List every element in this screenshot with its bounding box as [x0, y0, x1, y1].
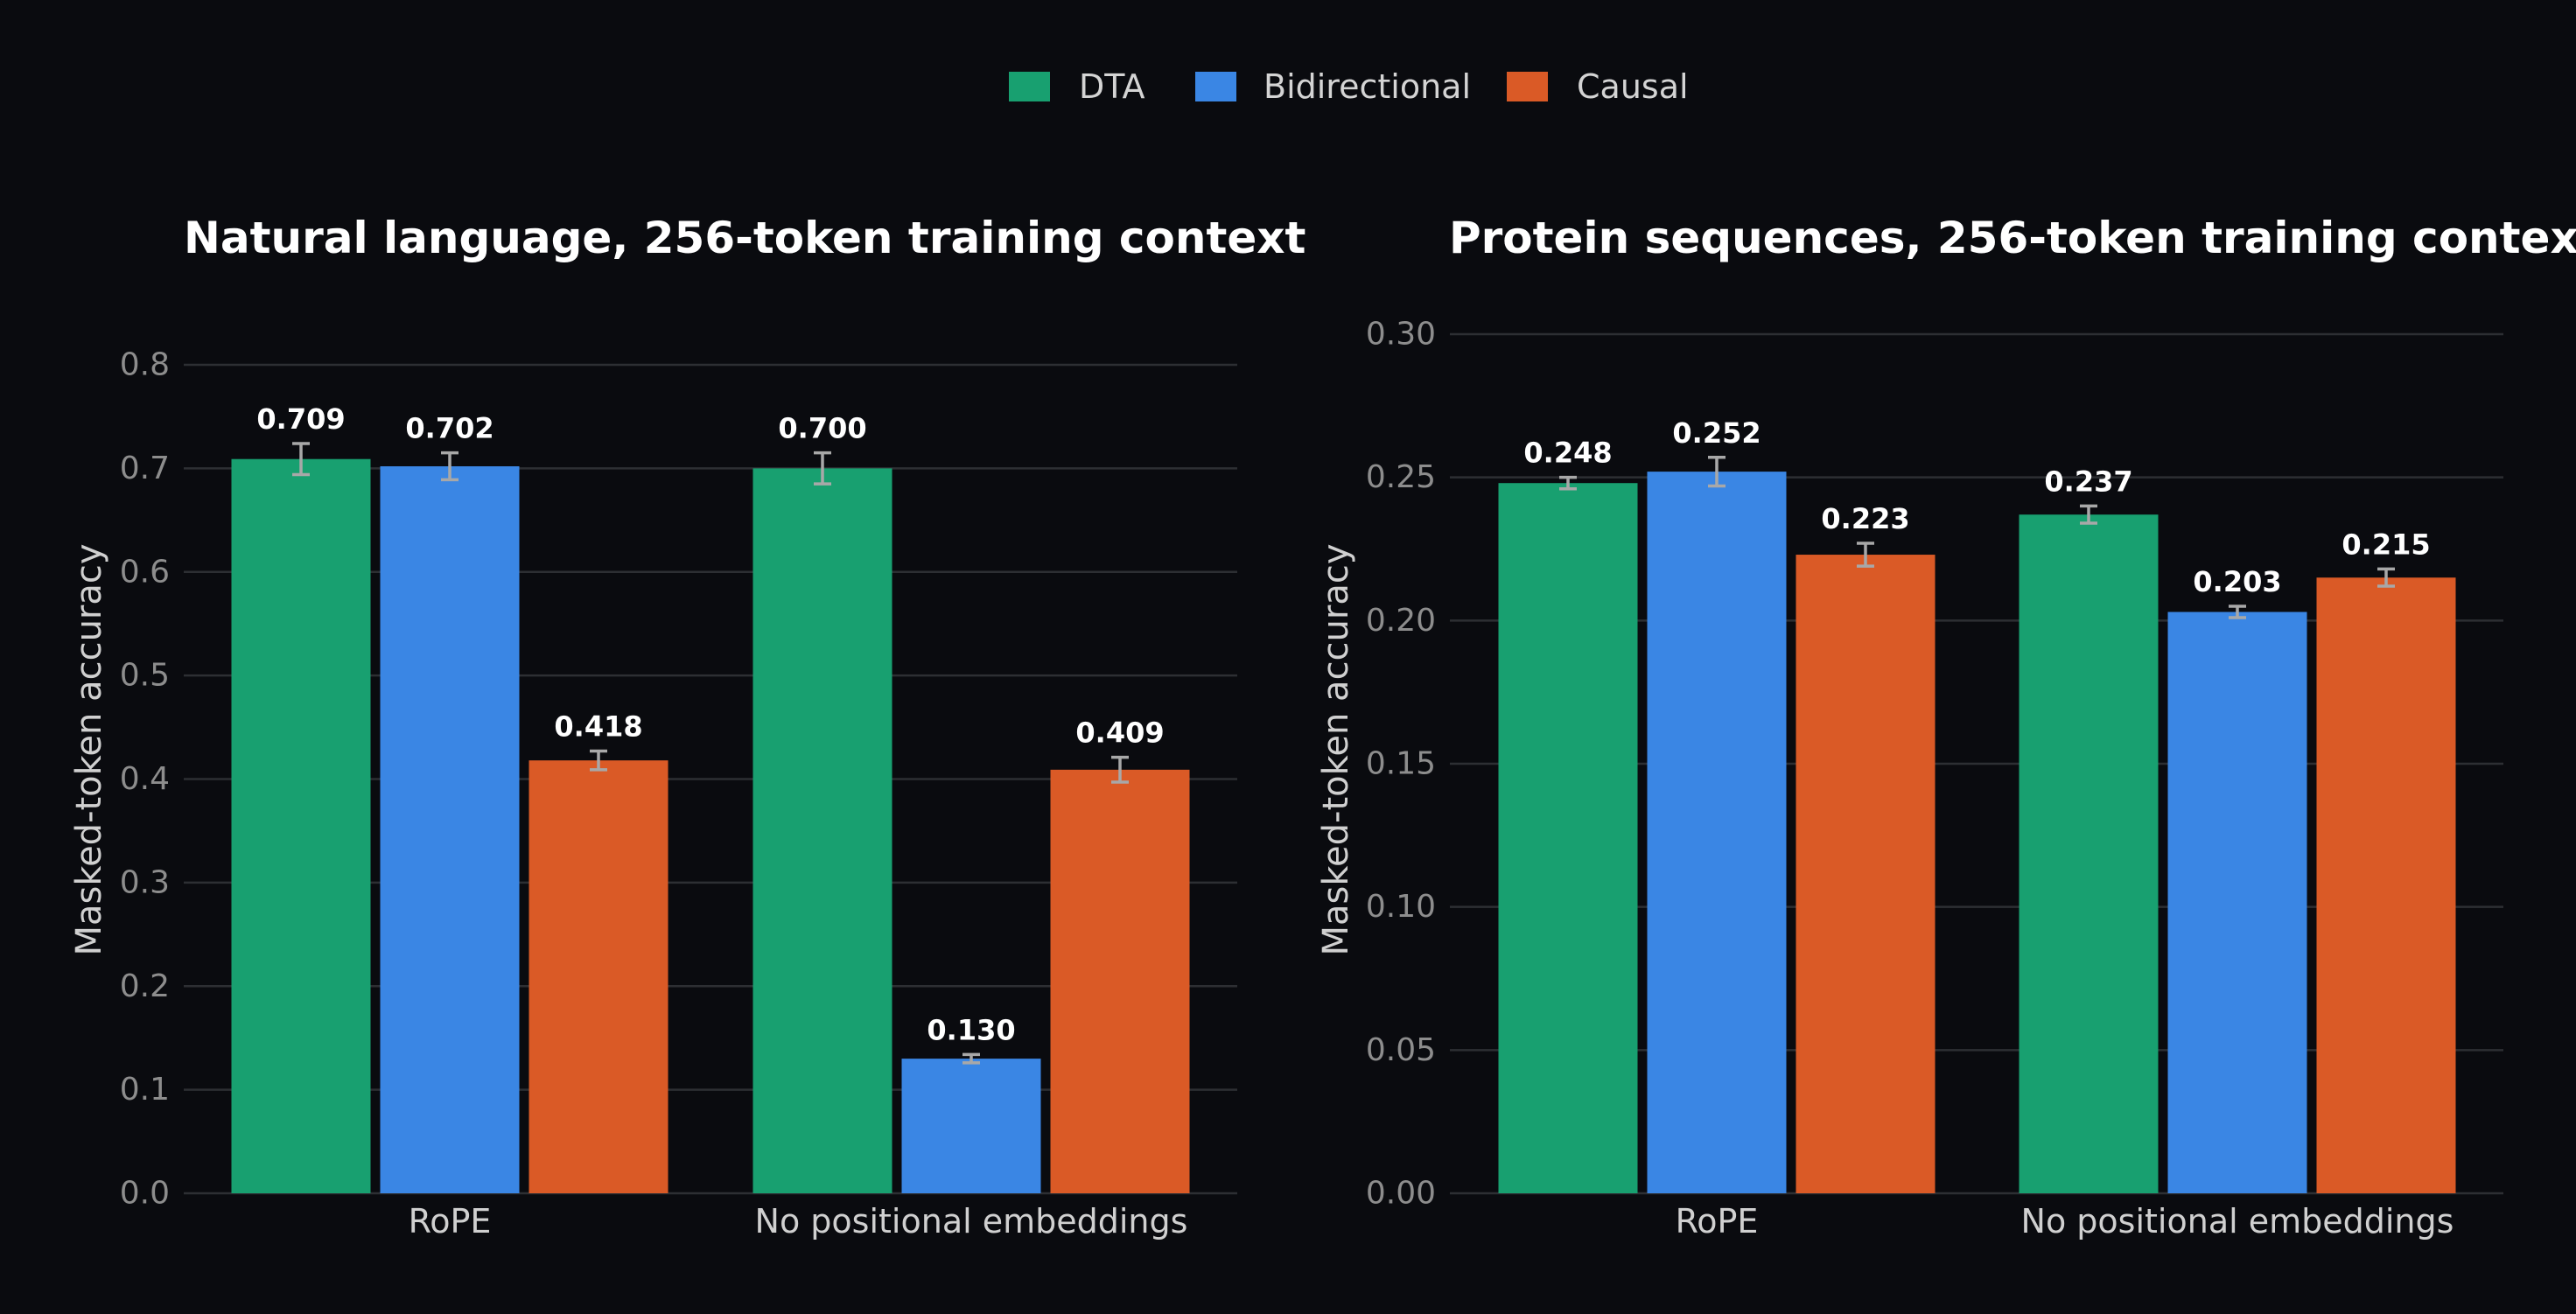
- bar-causal-2: [1050, 769, 1190, 1193]
- x-tick-label: No positional embeddings: [2021, 1202, 2454, 1241]
- bar-causal-1: [1796, 555, 1936, 1193]
- bar-bidirectional-1: [1647, 472, 1787, 1193]
- error-bar: [1857, 542, 1874, 568]
- y-tick-label: 0.15: [1366, 746, 1436, 782]
- y-tick-label: 0.05: [1366, 1032, 1436, 1068]
- bar-dta-2: [2019, 514, 2159, 1193]
- bar-bidirectional-2: [901, 1059, 1041, 1193]
- y-tick-label: 0.4: [120, 761, 170, 797]
- y-tick-label: 0.20: [1366, 603, 1436, 639]
- chart-title: Natural language, 256-token training con…: [184, 213, 1306, 263]
- error-bar: [1111, 755, 1129, 784]
- data-label: 0.409: [1075, 716, 1164, 750]
- y-tick-label: 0.30: [1366, 317, 1436, 353]
- y-tick-label: 0.7: [120, 451, 170, 486]
- legend-swatch-causal: [1507, 72, 1548, 101]
- y-tick-label: 0.10: [1366, 889, 1436, 925]
- y-tick-label: 0.2: [120, 968, 170, 1004]
- y-tick-label: 0.6: [120, 554, 170, 590]
- legend-label-causal: Causal: [1577, 67, 1689, 106]
- bar-causal-1: [528, 760, 668, 1193]
- data-label: 0.252: [1672, 416, 1760, 450]
- data-label: 0.215: [2342, 528, 2430, 561]
- y-tick-label: 0.00: [1366, 1176, 1436, 1212]
- legend-swatch-dta: [1009, 72, 1050, 101]
- data-label: 0.223: [1821, 502, 1909, 535]
- x-tick-label: RoPE: [409, 1202, 492, 1241]
- error-bar: [1708, 456, 1726, 488]
- y-tick-label: 0.5: [120, 658, 170, 694]
- bar-causal-2: [2316, 577, 2456, 1193]
- y-tick-label: 0.8: [120, 347, 170, 383]
- data-label: 0.700: [778, 412, 866, 445]
- x-tick-label: No positional embeddings: [755, 1202, 1188, 1241]
- error-bar: [292, 442, 310, 477]
- error-bar: [2080, 504, 2097, 525]
- x-tick-label: RoPE: [1676, 1202, 1759, 1241]
- bar-dta-1: [1498, 483, 1638, 1193]
- error-bar: [814, 451, 831, 486]
- error-bar: [590, 749, 607, 772]
- error-bar: [2377, 567, 2395, 588]
- chart-title: Protein sequences, 256-token training co…: [1449, 213, 2576, 263]
- error-bar: [1559, 475, 1577, 491]
- y-tick-label: 0.3: [120, 864, 170, 900]
- data-label: 0.130: [927, 1013, 1015, 1046]
- legend-swatch-bidirectional: [1195, 72, 1236, 101]
- error-bar: [441, 451, 458, 482]
- data-label: 0.237: [2044, 465, 2132, 498]
- bar-bidirectional-2: [2167, 612, 2307, 1193]
- data-label: 0.203: [2193, 565, 2281, 598]
- data-label: 0.702: [405, 412, 494, 445]
- chart-panel-2: 0.00 0.05 0.10 0.15 0.20 0.25 0.30 Protein sequ…: [1316, 213, 2576, 1241]
- bar-bidirectional-1: [380, 466, 520, 1193]
- data-label: 0.709: [256, 402, 345, 436]
- bar-dta-2: [752, 468, 892, 1193]
- y-tick-label: 0.25: [1366, 459, 1436, 495]
- y-axis-label: Masked-token accuracy: [69, 543, 109, 955]
- legend-label-bidirectional: Bidirectional: [1264, 67, 1471, 106]
- data-label: 0.248: [1523, 437, 1612, 470]
- error-bar: [962, 1052, 980, 1065]
- y-tick-label: 0.0: [120, 1176, 170, 1212]
- bar-dta-1: [231, 458, 371, 1193]
- legend-label-dta: DTA: [1079, 67, 1145, 106]
- chart-panel-1: 0.0 0.1 0.2 0.3 0.4 0.5 0.6 0.7 0.8 Natural langu…: [69, 213, 1306, 1241]
- y-tick-label: 0.1: [120, 1072, 170, 1108]
- legend: DTA Bidirectional Causal: [1009, 67, 1689, 106]
- data-label: 0.418: [554, 710, 642, 744]
- error-bar: [2229, 605, 2246, 619]
- y-axis-label: Masked-token accuracy: [1316, 543, 1356, 955]
